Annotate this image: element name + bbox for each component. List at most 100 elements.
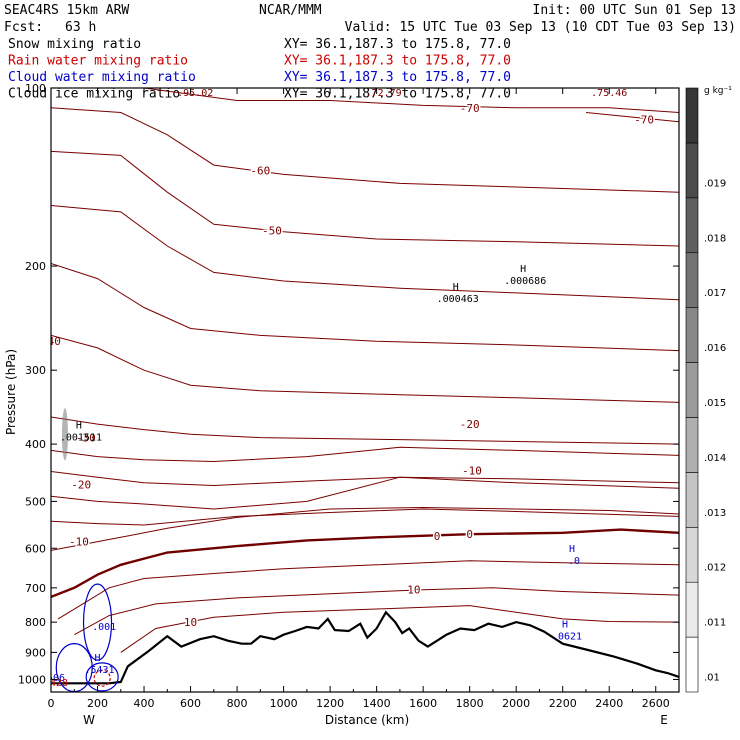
x-tick-label: 2000 (502, 697, 530, 710)
west-end-label: W (83, 713, 95, 727)
y-tick-label: 100 (25, 82, 46, 95)
x-tick-label: 600 (180, 697, 201, 710)
colorbar-cell (685, 472, 699, 528)
colorbar-label: .01 (704, 673, 720, 684)
x-tick-label: 200 (87, 697, 108, 710)
cloud-water-contour (82, 583, 113, 661)
top-contour-label: .72.79 (366, 88, 402, 99)
isotherm-line (51, 205, 679, 301)
model-title: SEAC4RS 15km ARW (4, 3, 129, 18)
plot-area: -70-70-60-50-40-30-20-20-10-10 0 01010H.00… (18, 82, 680, 710)
max-value: .0621 (552, 632, 582, 643)
y-tick-label: 200 (25, 260, 46, 273)
max-value: .5431 (84, 665, 114, 676)
chart-header: SEAC4RS 15km ARW NCAR/MMM Init: 00 UTC S… (4, 3, 736, 102)
max-marker: H.001511 (60, 420, 102, 443)
colorbar-unit: g kg⁻¹ (704, 86, 732, 96)
x-axis-title: Distance (km) (325, 713, 409, 727)
colorbar-cell (685, 142, 699, 199)
colorbar-cell (685, 362, 699, 418)
x-tick-label: 800 (227, 697, 248, 710)
colorbar-cell (685, 87, 699, 144)
fcst-label: Fcst: (4, 20, 43, 35)
max-marker: H.000463 (437, 282, 479, 305)
y-tick-label: 400 (25, 438, 46, 451)
header-field-xy: XY= 36.1,187.3 to 175.8, 77.0 (284, 54, 511, 69)
y-tick-label: 300 (25, 364, 46, 377)
isotherm-line (51, 528, 679, 599)
isotherm-line (120, 605, 679, 653)
isotherm-label: -20 (460, 418, 480, 431)
colorbar-label: .013 (704, 508, 726, 519)
x-tick-label: 0 (48, 697, 55, 710)
colorbar-label: .011 (704, 618, 726, 629)
isotherm-label: -10 (462, 464, 482, 477)
isotherm-label: 10 (407, 584, 420, 597)
init-time: Init: 00 UTC Sun 01 Sep 13 (533, 3, 737, 18)
x-tick-label: 1600 (409, 697, 437, 710)
max-letter: H (76, 420, 82, 431)
isotherm-line (51, 506, 679, 551)
colorbar-cell (685, 581, 699, 638)
colorbar-cell (685, 197, 699, 254)
header-field-name: Cloud water mixing ratio (8, 70, 196, 85)
header-field-xy: XY= 36.1,187.3 to 175.8, 77.0 (284, 87, 511, 102)
isotherm-line (51, 416, 679, 445)
y-tick-label: 700 (25, 582, 46, 595)
isotherm-line (51, 471, 679, 487)
isotherm-line (51, 107, 679, 193)
isotherm-label: 0 (466, 528, 473, 541)
colorbar-cell (685, 252, 699, 308)
fcst-value: 63 h (65, 20, 96, 35)
max-value: .000686 (504, 276, 546, 287)
isotherm-line (51, 150, 679, 247)
colorbar-label: .019 (704, 178, 726, 189)
max-marker: H.000686 (504, 264, 546, 287)
y-tick-label: 500 (25, 495, 46, 508)
center-label: NCAR/MMM (259, 3, 322, 18)
max-marker: .506 (41, 673, 65, 684)
max-marker: .001 (92, 622, 116, 633)
snow-shading (61, 408, 68, 461)
max-letter: H (95, 653, 101, 664)
x-tick-label: 2200 (549, 697, 577, 710)
isotherm-line (51, 508, 679, 526)
plot-frame (50, 87, 680, 693)
max-letter: H (569, 544, 575, 555)
isotherm-label: -50 (262, 224, 282, 237)
max-value: .001511 (60, 432, 102, 443)
isotherm-line (585, 112, 679, 123)
header-field-name: Snow mixing ratio (8, 37, 141, 52)
y-axis-title: Pressure (hPa) (4, 349, 18, 435)
isotherm-label: -10 (69, 536, 89, 549)
x-tick-label: 1400 (363, 697, 391, 710)
colorbar-label: .015 (704, 398, 726, 409)
x-tick-label: 1800 (456, 697, 484, 710)
isotherm-label: -20 (71, 478, 91, 491)
max-marker: .2428 (38, 678, 68, 689)
max-marker: H.5431 (84, 653, 114, 676)
x-tick-label: 400 (134, 697, 155, 710)
colorbar-label: .012 (704, 563, 726, 574)
max-marker: H.0621 (552, 620, 582, 643)
x-tick-label: 1000 (270, 697, 298, 710)
isotherm-line (51, 263, 679, 352)
max-value: .2428 (38, 678, 68, 689)
max-value: .001 (92, 622, 116, 633)
x-tick-label: 2400 (595, 697, 623, 710)
colorbar-label: .018 (704, 233, 726, 244)
isotherm-line (143, 88, 679, 113)
top-contour-label: .95.02 (177, 88, 213, 99)
isotherm-label: 10 (184, 616, 197, 629)
isotherm-label: -30 (76, 432, 96, 445)
valid-time: Valid: 15 UTC Tue 03 Sep 13 (10 CDT Tue … (345, 20, 736, 35)
east-end-label: E (660, 713, 668, 727)
max-letter: H (562, 620, 568, 631)
colorbar-cell (685, 417, 699, 473)
max-value: .506 (41, 673, 65, 684)
max-marker: H.0 (568, 544, 580, 567)
header-field-name: Rain water mixing ratio (8, 54, 188, 69)
y-tick-label: 1000 (18, 673, 46, 686)
isotherm-line (57, 560, 679, 620)
